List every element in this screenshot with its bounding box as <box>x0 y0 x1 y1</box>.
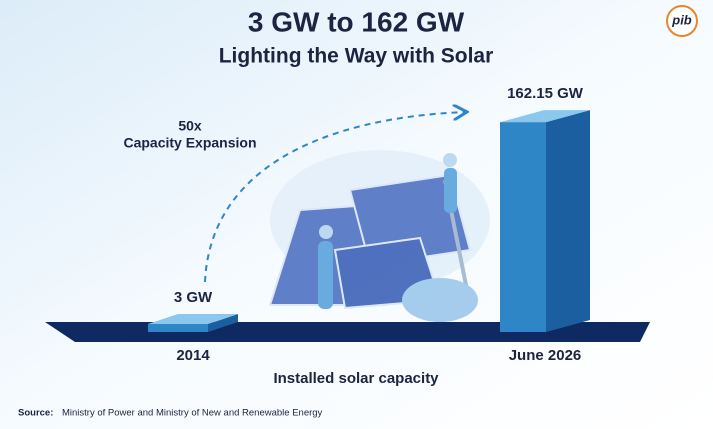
x-axis-label: Installed solar capacity <box>273 370 439 387</box>
worker <box>444 168 457 213</box>
panel <box>348 173 472 267</box>
source-text: Ministry of Power and Ministry of New an… <box>62 408 323 419</box>
value-label: 162.15 GW <box>507 85 584 102</box>
illustration <box>268 150 490 322</box>
annotation: Capacity Expansion <box>123 135 256 151</box>
logo-ring <box>666 5 698 37</box>
source-label: Source: <box>18 408 53 419</box>
bush <box>402 278 478 322</box>
logo: pib <box>666 5 698 37</box>
worker <box>443 153 457 167</box>
bar-side <box>546 110 590 333</box>
x-tick-label: June 2026 <box>509 347 582 364</box>
chart-title: 3 GW to 162 GW <box>248 6 465 37</box>
worker <box>318 241 333 309</box>
x-tick-label: 2014 <box>176 347 210 364</box>
chart-subtitle: Lighting the Way with Solar <box>219 45 494 68</box>
bar-top <box>148 314 238 324</box>
logo-text: pib <box>671 12 692 27</box>
bar <box>500 122 546 333</box>
annotation: 50x <box>178 118 202 134</box>
bar-top <box>500 110 590 123</box>
bar <box>148 324 208 332</box>
value-label: 3 GW <box>174 289 213 306</box>
bar-side <box>208 314 238 332</box>
worker <box>319 225 333 239</box>
growth-arrow <box>204 112 465 283</box>
